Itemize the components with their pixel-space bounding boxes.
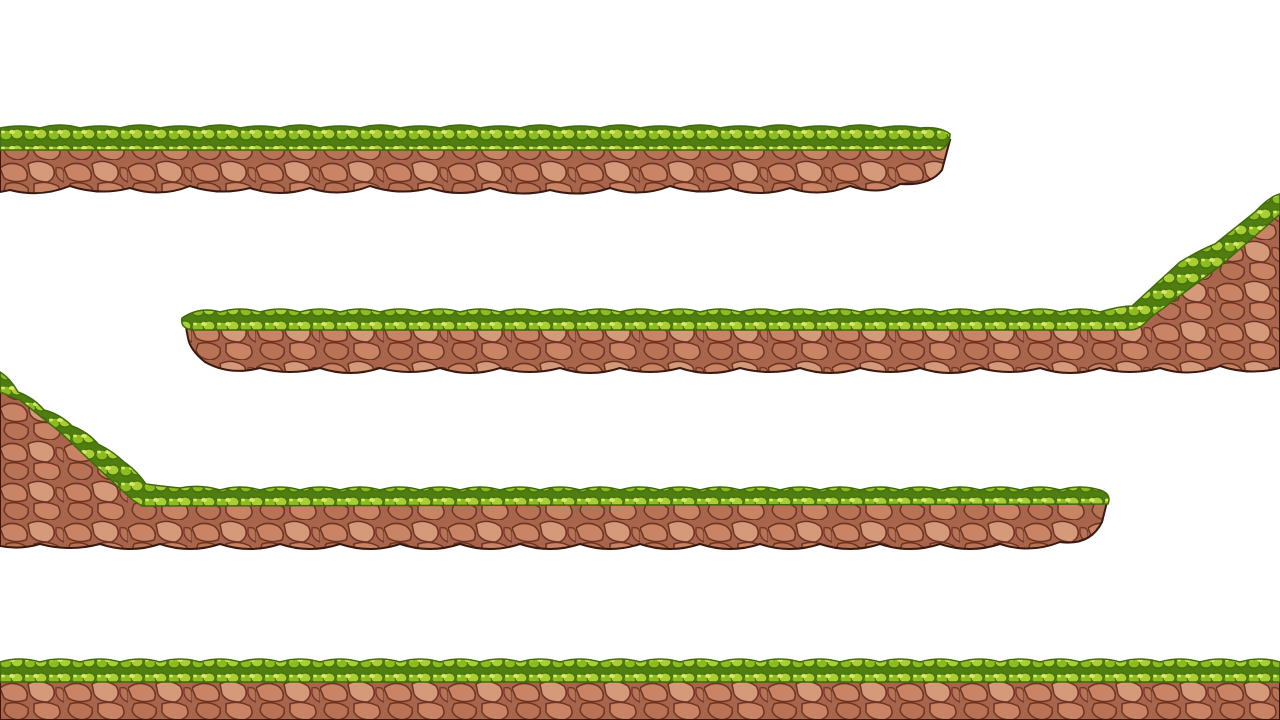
platform-top-left — [0, 124, 952, 195]
platform-middle-right — [180, 193, 1280, 374]
ground-floor — [0, 658, 1280, 720]
platform-lower-left — [0, 371, 1110, 550]
